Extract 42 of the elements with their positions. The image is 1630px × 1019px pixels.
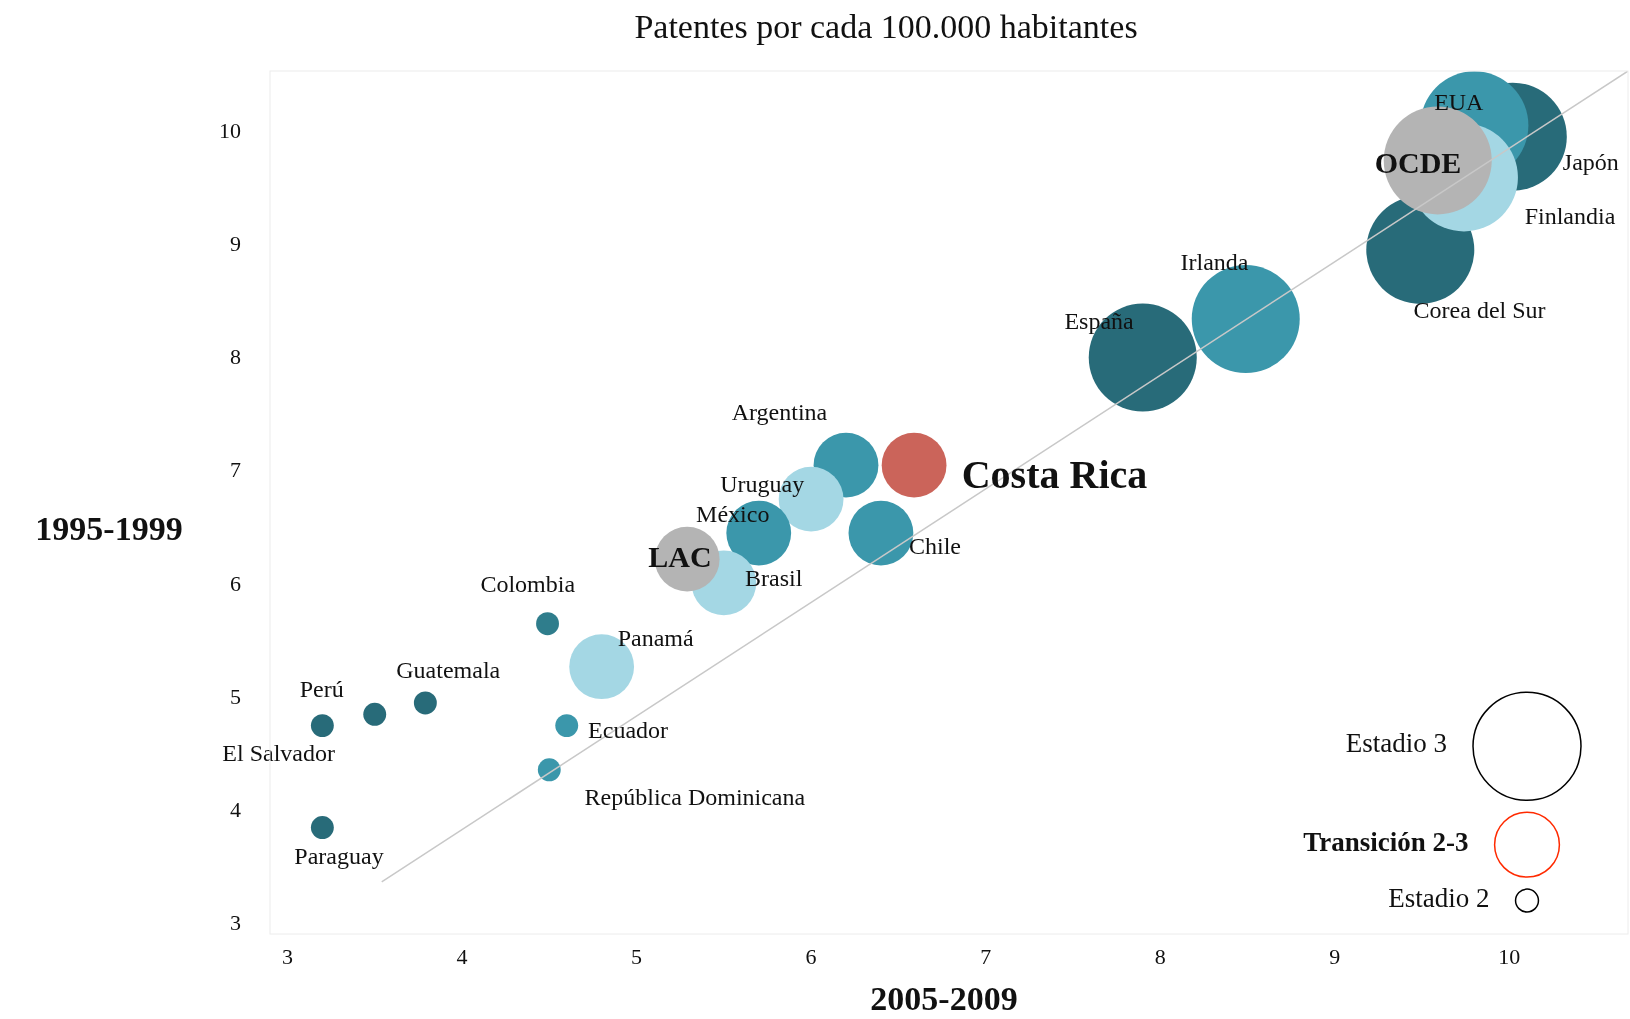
annotation: Corea del Sur xyxy=(1413,296,1546,323)
x-tick-label: 7 xyxy=(980,943,992,969)
chart-title: Patentes por cada 100.000 habitantes xyxy=(634,8,1138,46)
x-tick-label: 9 xyxy=(1329,943,1341,969)
annotation: Costa Rica xyxy=(961,451,1148,497)
annotation: EUA xyxy=(1434,89,1485,116)
annotation: Chile xyxy=(909,533,962,560)
x-tick-label: 8 xyxy=(1154,943,1166,969)
annotation: Paraguay xyxy=(294,843,384,870)
y-axis-title: 1995-1999 xyxy=(35,510,183,548)
x-tick-label: 4 xyxy=(456,943,468,969)
annotation: Brasil xyxy=(745,565,803,592)
y-tick-label: 6 xyxy=(230,570,241,596)
annotation: LAC xyxy=(648,540,712,574)
annotation: Finlandia xyxy=(1524,202,1616,229)
annotation: Irlanda xyxy=(1180,249,1249,276)
annotation: Estadio 2 xyxy=(1388,882,1490,913)
x-axis-title: 2005-2009 xyxy=(870,980,1018,1018)
y-tick-label: 5 xyxy=(230,683,241,709)
x-tick-label: 3 xyxy=(281,943,293,969)
annotation: Guatemala xyxy=(396,657,501,684)
y-tick-label: 9 xyxy=(230,230,241,256)
y-tick-label: 4 xyxy=(230,797,241,823)
annotation: Ecuador xyxy=(588,717,669,744)
y-tick-label: 10 xyxy=(219,117,241,143)
y-tick-label: 7 xyxy=(230,457,241,483)
annotation: El Salvador xyxy=(222,740,336,767)
annotation: Uruguay xyxy=(720,471,805,498)
y-tick-label: 8 xyxy=(230,344,241,370)
annotation: Japón xyxy=(1562,149,1619,176)
annotation: OCDE xyxy=(1374,145,1462,179)
annotation: Estadio 3 xyxy=(1345,728,1447,759)
annotation: Colombia xyxy=(480,570,576,597)
x-tick-label: 5 xyxy=(631,943,643,969)
annotation: Transición 2-3 xyxy=(1303,826,1469,857)
y-tick-label: 3 xyxy=(230,910,241,936)
annotation: República Dominicana xyxy=(584,784,806,811)
x-tick-label: 6 xyxy=(805,943,817,969)
annotation: Perú xyxy=(299,675,344,702)
x-tick-label: 10 xyxy=(1498,943,1521,969)
annotation: Argentina xyxy=(731,398,828,425)
annotation: Panamá xyxy=(617,625,695,652)
